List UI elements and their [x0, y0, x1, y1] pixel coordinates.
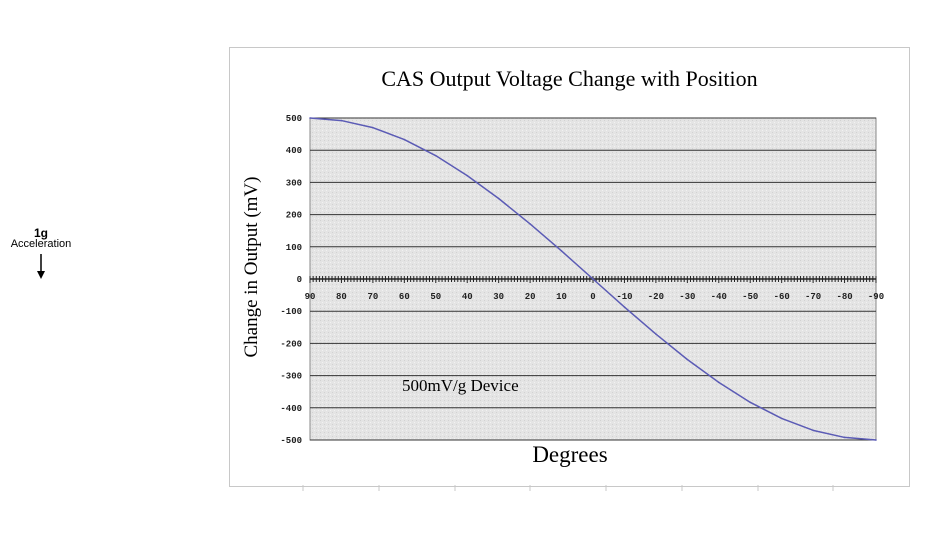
- x-tick-label: 50: [430, 292, 441, 302]
- y-tick-labels: 500 400 300 200 100 0 -100 -200 -300 -400 -500: [280, 114, 302, 446]
- x-tick-label: 60: [399, 292, 410, 302]
- y-tick-label: 0: [297, 275, 302, 285]
- data-point: [592, 278, 594, 280]
- series-group: [309, 117, 877, 441]
- y-tick-label: -100: [280, 307, 302, 317]
- y-tick-label: -200: [280, 339, 302, 349]
- data-point: [686, 358, 689, 361]
- data-point: [655, 333, 657, 335]
- data-point: [529, 223, 531, 225]
- y-tick-label: 400: [286, 146, 302, 156]
- data-point: [340, 119, 343, 122]
- data-point: [717, 381, 720, 384]
- y-tick-label: 200: [286, 211, 302, 221]
- x-axis: [309, 276, 877, 283]
- y-tick-label: -400: [280, 404, 302, 414]
- y-tick-label: 300: [286, 178, 302, 188]
- data-point: [623, 306, 626, 308]
- data-point: [309, 117, 311, 119]
- y-tick-label: -300: [280, 372, 302, 382]
- down-arrow-icon: [37, 254, 45, 279]
- x-tick-label: -80: [836, 292, 852, 302]
- data-point: [434, 154, 437, 157]
- device-annotation: 500mV/g Device: [402, 376, 519, 395]
- acceleration-label: Acceleration: [10, 238, 72, 250]
- data-point: [560, 250, 563, 252]
- frame-ticks: [302, 485, 834, 491]
- y-tick-label: 500: [286, 114, 302, 124]
- x-tick-label: -30: [679, 292, 695, 302]
- y-tick-label: -500: [280, 436, 302, 446]
- data-point: [780, 417, 783, 420]
- x-tick-label: -50: [742, 292, 758, 302]
- acceleration-indicator: 1g Acceleration: [10, 226, 72, 280]
- data-point: [497, 197, 500, 200]
- data-point: [812, 429, 814, 432]
- x-tick-label: -70: [805, 292, 821, 302]
- y-axis-label: Change in Output (mV): [241, 176, 262, 358]
- x-axis-label: Degrees: [532, 442, 608, 467]
- data-point: [843, 436, 846, 439]
- x-tick-label: 70: [367, 292, 378, 302]
- chart-title: CAS Output Voltage Change with Position: [381, 66, 758, 91]
- x-tick-label: 90: [305, 292, 316, 302]
- x-tick-label: 80: [336, 292, 347, 302]
- x-tick-label: 0: [590, 292, 595, 302]
- x-tick-label: 10: [556, 292, 567, 302]
- x-tick-label: 40: [462, 292, 473, 302]
- x-tick-label: 20: [525, 292, 536, 302]
- data-point: [372, 126, 374, 129]
- x-tick-label: -90: [868, 292, 884, 302]
- x-tick-label: 30: [493, 292, 504, 302]
- data-point: [875, 439, 877, 441]
- data-point: [403, 138, 406, 141]
- x-tick-label: -10: [616, 292, 632, 302]
- data-point: [749, 401, 752, 404]
- x-tick-label: -40: [711, 292, 727, 302]
- x-tick-label: -60: [774, 292, 790, 302]
- acceleration-value: 1g: [33, 226, 48, 240]
- data-point: [466, 174, 469, 177]
- x-tick-label: -20: [648, 292, 664, 302]
- y-tick-label: 100: [286, 243, 302, 253]
- x-tick-labels: 90 80 70 60 50 40 30 20 10 0 -10 -20 -30 -40 -50 -60 -70…: [305, 292, 885, 302]
